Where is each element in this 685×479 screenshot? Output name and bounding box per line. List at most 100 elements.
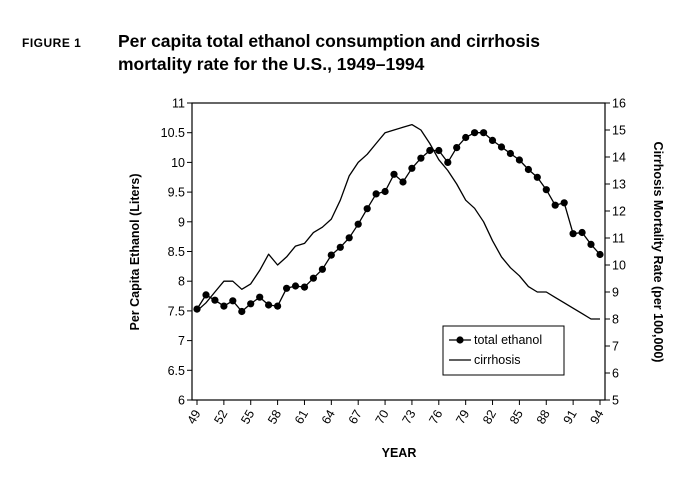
data-point-total-ethanol: [381, 187, 389, 196]
x-tick-label: 64: [319, 407, 338, 426]
x-tick-label: 58: [265, 407, 284, 426]
y-right-tick-label: 8: [612, 313, 619, 327]
y-left-tick-label: 7.5: [168, 304, 185, 318]
data-point-total-ethanol: [444, 158, 452, 166]
data-point-total-ethanol: [578, 228, 586, 237]
figure-title: Per capita total ethanol consumption and…: [118, 30, 638, 76]
y-right-tick-label: 9: [612, 286, 619, 300]
legend: total ethanol cirrhosis: [442, 325, 565, 376]
data-point-total-ethanol: [542, 186, 550, 194]
figure-title-line-2: mortality rate for the U.S., 1949–1994: [118, 54, 425, 74]
data-point-total-ethanol: [372, 190, 380, 198]
data-point-total-ethanol: [354, 220, 362, 228]
data-point-total-ethanol: [551, 201, 559, 209]
data-point-total-ethanol: [524, 165, 533, 174]
legend-item-total-ethanol: total ethanol: [449, 333, 542, 347]
data-point-total-ethanol: [327, 251, 335, 259]
x-tick-label: 70: [373, 407, 392, 426]
x-tick-label: 91: [561, 407, 580, 426]
data-point-total-ethanol: [533, 173, 541, 181]
x-tick-label: 94: [588, 407, 607, 426]
y-right-tick-label: 6: [612, 367, 619, 381]
data-point-total-ethanol: [587, 240, 595, 248]
x-tick-label: 49: [185, 407, 204, 426]
y-left-tick-label: 10.5: [161, 126, 185, 140]
series-line-cirrhosis: [196, 123, 600, 320]
y-left-tick-label: 10: [171, 156, 185, 170]
data-point-total-ethanol: [336, 243, 344, 251]
legend-marker-total-ethanol: [456, 336, 464, 344]
data-point-total-ethanol: [247, 300, 255, 308]
y-axis-label-left: Per Capita Ethanol (Liters): [128, 174, 142, 331]
data-point-total-ethanol: [569, 230, 577, 238]
legend-label-cirrhosis: cirrhosis: [474, 353, 521, 367]
data-point-total-ethanol: [363, 205, 371, 213]
y-right-tick-label: 14: [612, 151, 626, 165]
legend-box: [442, 325, 565, 376]
data-point-total-ethanol: [497, 143, 506, 151]
data-point-total-ethanol: [309, 274, 317, 282]
data-point-total-ethanol: [291, 282, 300, 290]
data-point-total-ethanol: [471, 129, 479, 137]
legend-item-cirrhosis: cirrhosis: [449, 353, 521, 367]
y-left-tick-label: 6: [178, 394, 185, 408]
y-right-tick-label: 11: [612, 232, 625, 246]
data-point-total-ethanol: [426, 146, 434, 155]
series-line-total-ethanol: [196, 132, 601, 313]
data-point-total-ethanol: [202, 291, 210, 299]
data-point-total-ethanol: [211, 296, 219, 304]
y-left-tick-label: 8: [178, 275, 185, 289]
x-tick-label: 88: [534, 407, 553, 426]
data-point-total-ethanol: [399, 178, 407, 186]
y-left-tick-label: 8.5: [168, 245, 185, 259]
data-point-total-ethanol: [462, 133, 470, 142]
data-point-total-ethanol: [300, 283, 309, 291]
data-point-total-ethanol: [560, 199, 568, 207]
y-right-tick-label: 16: [612, 97, 626, 111]
data-point-total-ethanol: [488, 136, 497, 144]
data-point-total-ethanol: [318, 265, 326, 273]
x-tick-label: 67: [346, 407, 365, 426]
data-point-total-ethanol: [506, 149, 514, 158]
x-tick-label: 79: [453, 407, 472, 426]
y-left-tick-label: 9: [178, 215, 185, 229]
data-point-total-ethanol: [283, 284, 291, 292]
figure-title-line-1: Per capita total ethanol consumption and…: [118, 31, 541, 51]
y-axis-label-right: Cirrhosis Mortality Rate (per 100,000): [651, 142, 665, 363]
data-point-total-ethanol: [238, 307, 246, 316]
data-point-total-ethanol: [193, 305, 201, 313]
data-point-total-ethanol: [274, 302, 282, 310]
data-point-total-ethanol: [345, 234, 353, 242]
data-point-total-ethanol: [220, 302, 228, 310]
y-right-tick-label: 5: [612, 394, 619, 408]
y-left-tick-label: 9.5: [168, 186, 185, 200]
x-tick-label: 61: [292, 407, 311, 426]
y-left-tick-label: 7: [178, 334, 185, 348]
data-point-total-ethanol: [515, 156, 524, 164]
data-point-total-ethanol: [453, 144, 461, 152]
x-tick-label: 73: [399, 407, 418, 426]
figure-label: FIGURE 1: [22, 36, 82, 50]
data-point-total-ethanol: [417, 154, 425, 162]
y-right-tick-label: 10: [612, 259, 626, 273]
x-tick-label: 76: [426, 407, 445, 426]
y-left-tick-label: 11: [172, 97, 185, 111]
x-tick-label: 55: [238, 407, 257, 426]
y-right-tick-label: 13: [612, 178, 626, 192]
data-point-total-ethanol: [596, 250, 604, 259]
data-point-total-ethanol: [256, 293, 264, 301]
data-point-total-ethanol: [435, 146, 443, 155]
y-right-tick-label: 15: [612, 124, 626, 138]
data-point-total-ethanol: [229, 297, 237, 305]
x-axis-label: YEAR: [382, 446, 417, 460]
y-right-tick-label: 12: [612, 205, 626, 219]
x-tick-label: 85: [507, 407, 526, 426]
x-tick-label: 52: [211, 407, 230, 426]
data-point-total-ethanol: [265, 301, 273, 309]
data-point-total-ethanol: [408, 164, 416, 172]
x-tick-label: 82: [480, 407, 499, 426]
data-point-total-ethanol: [480, 129, 488, 137]
data-point-total-ethanol: [390, 170, 398, 178]
y-left-tick-label: 6.5: [168, 364, 185, 378]
